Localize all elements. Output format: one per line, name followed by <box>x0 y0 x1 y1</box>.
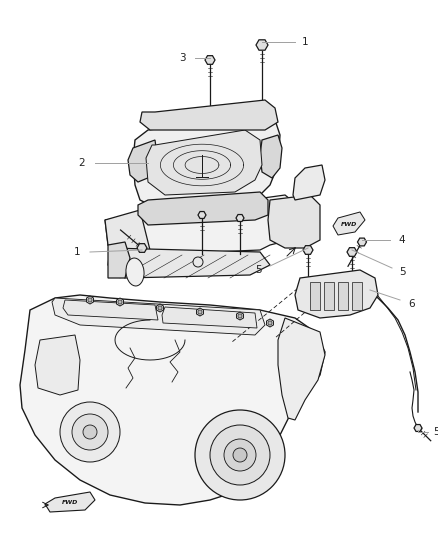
Polygon shape <box>333 212 365 235</box>
Polygon shape <box>105 195 310 255</box>
Circle shape <box>60 402 120 462</box>
Text: 6: 6 <box>409 299 415 309</box>
Circle shape <box>268 321 272 325</box>
Polygon shape <box>108 248 270 278</box>
Polygon shape <box>20 295 325 505</box>
Polygon shape <box>197 308 204 316</box>
Polygon shape <box>162 307 257 328</box>
Polygon shape <box>267 319 273 327</box>
Polygon shape <box>237 312 244 320</box>
Circle shape <box>195 410 285 500</box>
Text: 4: 4 <box>399 235 405 245</box>
Polygon shape <box>278 318 325 420</box>
Text: 5: 5 <box>433 427 438 437</box>
Circle shape <box>193 257 203 267</box>
Polygon shape <box>128 140 157 182</box>
Polygon shape <box>260 135 282 178</box>
Polygon shape <box>52 298 265 335</box>
Text: FWD: FWD <box>341 222 357 227</box>
Polygon shape <box>45 492 95 512</box>
Polygon shape <box>108 242 130 278</box>
Text: FWD: FWD <box>62 500 78 505</box>
Polygon shape <box>236 215 244 222</box>
Polygon shape <box>117 298 124 306</box>
Polygon shape <box>140 100 278 130</box>
Polygon shape <box>105 210 150 255</box>
Text: 5: 5 <box>399 267 405 277</box>
Circle shape <box>224 439 256 471</box>
Text: 5: 5 <box>254 265 261 275</box>
Polygon shape <box>156 304 163 312</box>
Polygon shape <box>205 55 215 64</box>
Text: 1: 1 <box>74 247 80 257</box>
Polygon shape <box>357 238 367 246</box>
Polygon shape <box>198 212 206 219</box>
Polygon shape <box>303 246 313 254</box>
Circle shape <box>210 425 270 485</box>
Bar <box>352 282 362 310</box>
Circle shape <box>233 448 247 462</box>
Bar <box>338 282 348 310</box>
Polygon shape <box>87 296 93 304</box>
Circle shape <box>72 414 108 450</box>
Text: 2: 2 <box>79 158 85 168</box>
Polygon shape <box>256 40 268 50</box>
Polygon shape <box>414 425 422 432</box>
Ellipse shape <box>126 258 144 286</box>
Circle shape <box>88 298 92 302</box>
Polygon shape <box>35 335 80 395</box>
Circle shape <box>118 300 122 304</box>
Circle shape <box>158 306 162 310</box>
Polygon shape <box>137 244 147 252</box>
Circle shape <box>238 314 242 318</box>
Polygon shape <box>133 115 280 210</box>
Polygon shape <box>268 195 320 248</box>
Polygon shape <box>295 270 378 318</box>
Bar <box>324 282 334 310</box>
Polygon shape <box>63 300 158 320</box>
Polygon shape <box>347 248 357 256</box>
Bar <box>310 282 320 310</box>
Polygon shape <box>293 165 325 200</box>
Circle shape <box>83 425 97 439</box>
Circle shape <box>198 310 202 314</box>
Polygon shape <box>146 130 262 195</box>
Text: 3: 3 <box>179 53 185 63</box>
Text: 1: 1 <box>302 37 308 47</box>
Polygon shape <box>138 192 268 225</box>
